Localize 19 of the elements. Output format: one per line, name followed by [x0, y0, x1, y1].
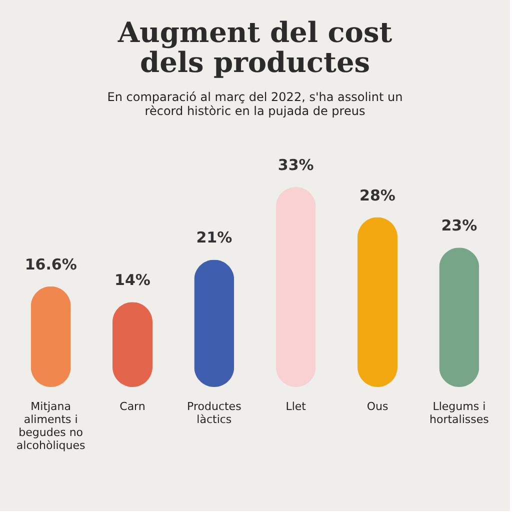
- x-tick-label: Ous: [366, 400, 388, 413]
- bar: [276, 187, 316, 387]
- chart-subtitle: En comparació al març del 2022, s'ha assolint un rècord històric en la pujada de preus: [107, 90, 403, 118]
- data-label: 28%: [360, 186, 396, 204]
- bar: [358, 217, 398, 387]
- data-label: 33%: [278, 156, 314, 174]
- x-tick-label: Mitjana aliments i begudes no alcohòliques: [16, 400, 86, 452]
- bar: [194, 260, 234, 387]
- bar: [30, 286, 71, 387]
- data-label: 16.6%: [24, 255, 77, 274]
- data-label: 14%: [114, 271, 150, 290]
- x-tick-label: Llegums i hortalisses: [429, 400, 490, 426]
- chart-title: Augment del cost dels productes: [116, 16, 392, 79]
- data-label: 23%: [441, 216, 478, 235]
- data-label: 21%: [196, 228, 232, 247]
- x-tick-label: Carn: [120, 400, 146, 413]
- x-tick-label: Productes làctics: [187, 400, 242, 426]
- x-tick-label: Llet: [286, 400, 307, 413]
- bar: [439, 248, 480, 387]
